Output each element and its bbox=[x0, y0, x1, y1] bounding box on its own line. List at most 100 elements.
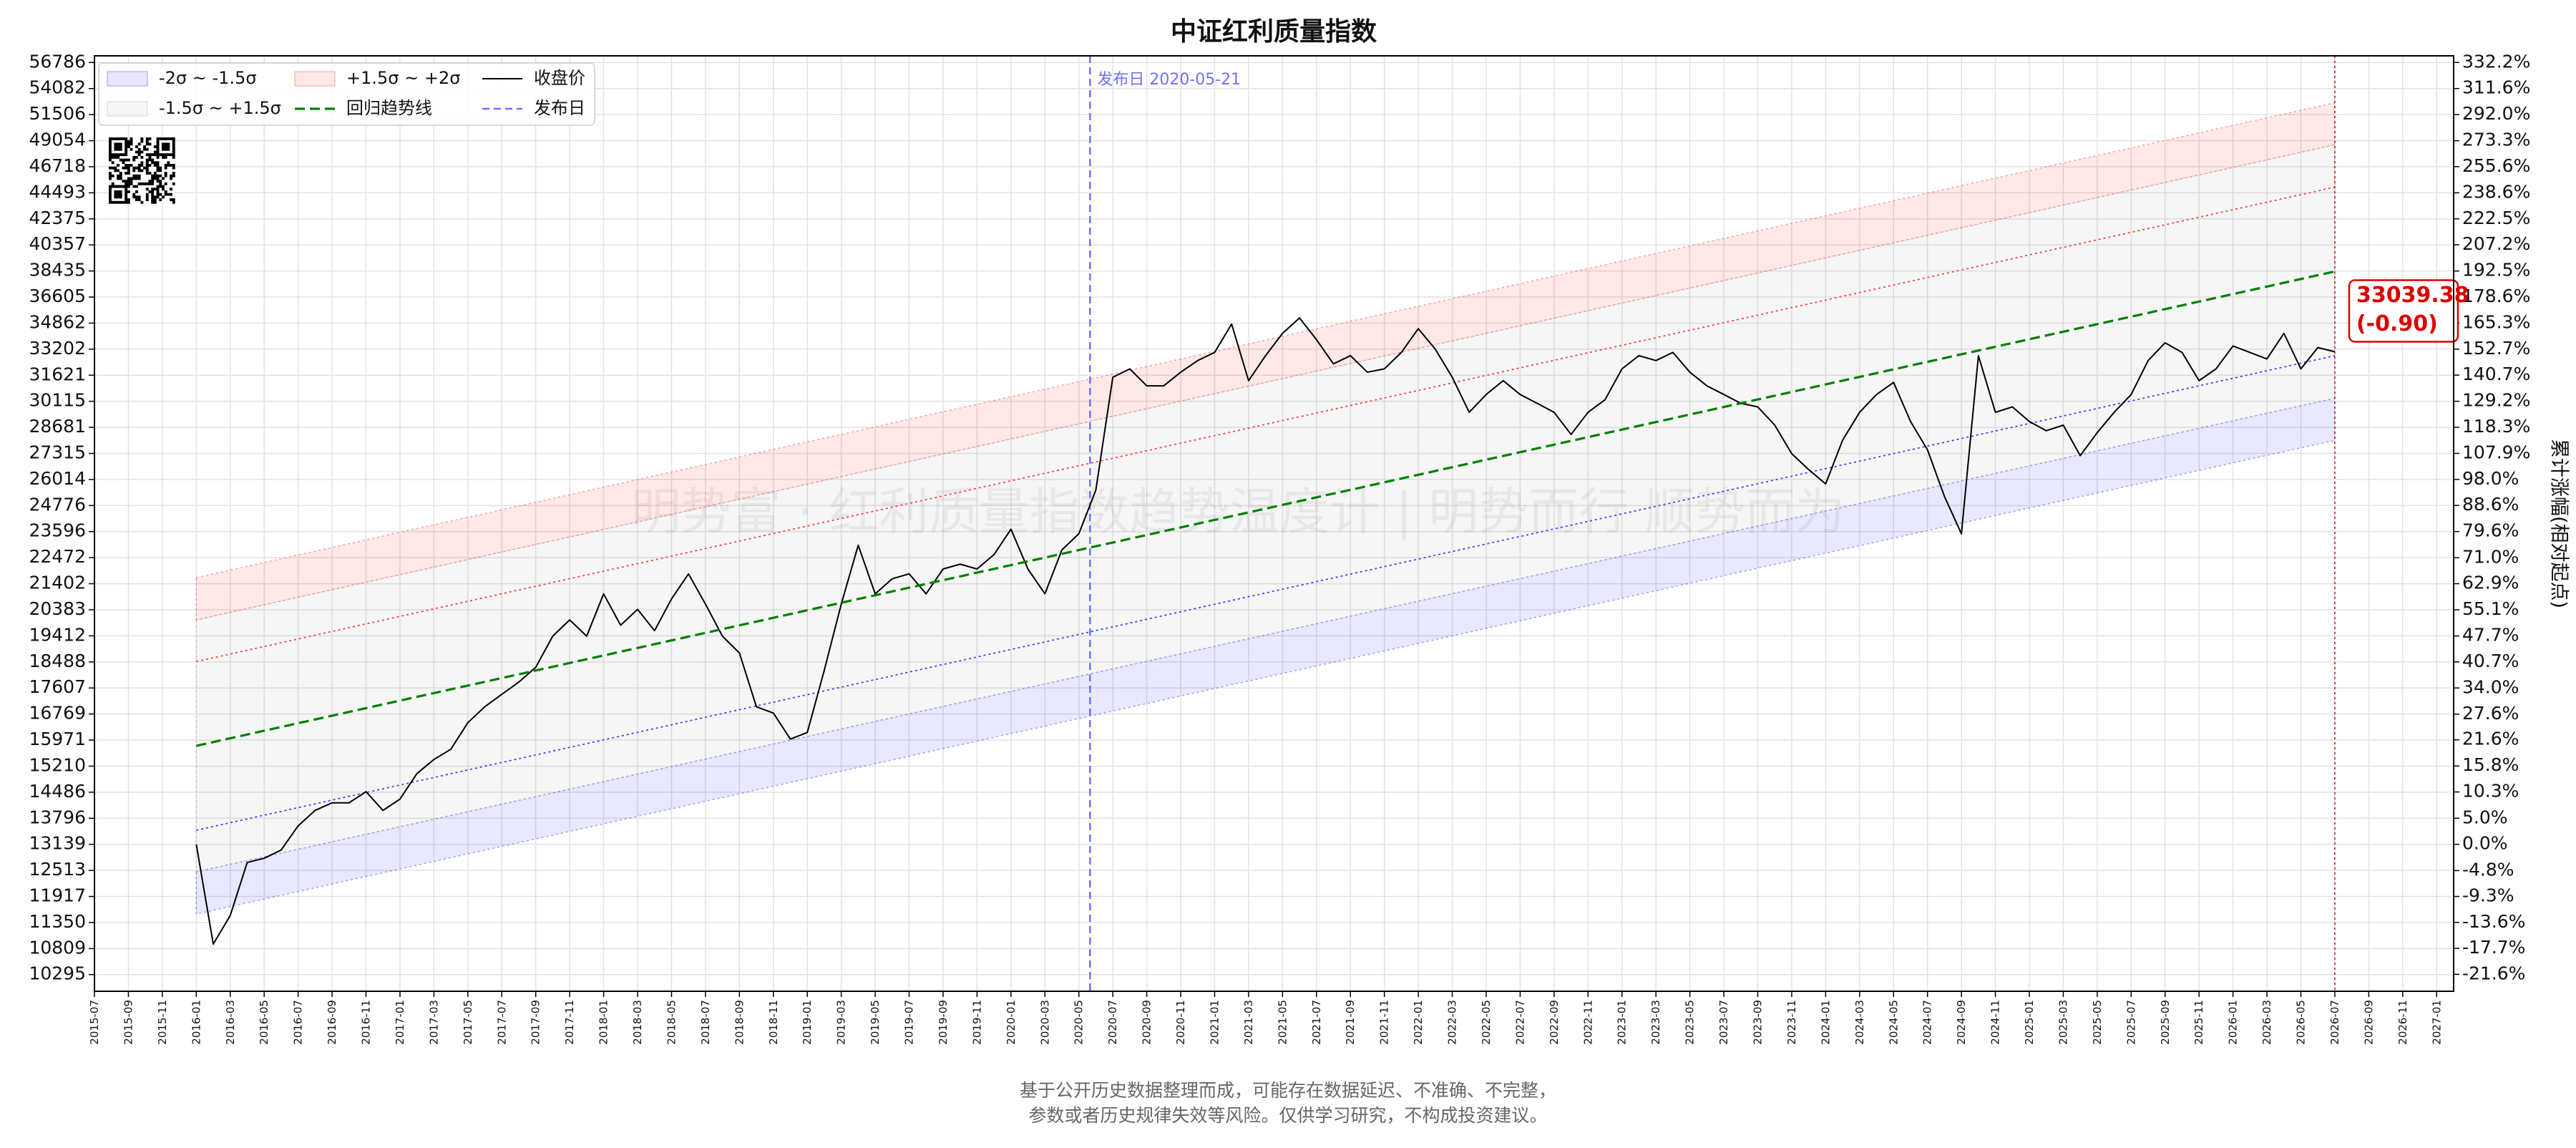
qr-cell bbox=[159, 198, 162, 201]
qr-cell bbox=[167, 153, 170, 157]
qr-cell bbox=[135, 185, 138, 188]
y2-tick-label: -13.6% bbox=[2462, 911, 2525, 932]
qr-cell bbox=[109, 166, 112, 170]
qr-cell bbox=[135, 174, 138, 177]
qr-cell bbox=[145, 158, 149, 162]
footer-line: 参数或者历史规律失效等风险。仅供学习研究，不构成投资建议。 bbox=[1028, 1105, 1547, 1126]
qr-cell bbox=[122, 158, 125, 162]
qr-cell bbox=[172, 145, 175, 148]
qr-cell bbox=[156, 150, 160, 154]
qr-cell bbox=[135, 198, 138, 201]
qr-cell bbox=[159, 180, 162, 183]
qr-cell bbox=[109, 177, 112, 180]
qr-cell bbox=[164, 137, 167, 140]
qr-cell bbox=[114, 169, 117, 172]
x-tick-label: 2018-05 bbox=[665, 1000, 678, 1045]
y2-tick-label: 47.7% bbox=[2462, 625, 2519, 646]
qr-cell bbox=[140, 200, 144, 204]
qr-cell bbox=[162, 145, 165, 148]
qr-cell bbox=[145, 198, 149, 201]
qr-cell bbox=[117, 193, 119, 196]
y2-tick-label: 238.6% bbox=[2462, 181, 2530, 202]
qr-cell bbox=[153, 198, 157, 201]
qr-cell bbox=[164, 182, 167, 185]
qr-cell bbox=[145, 161, 149, 165]
qr-cell bbox=[156, 166, 160, 170]
qr-cell bbox=[119, 145, 122, 148]
x-tick-label: 2025-05 bbox=[2091, 1000, 2104, 1045]
x-tick-label: 2019-01 bbox=[801, 1000, 814, 1045]
qr-cell bbox=[172, 142, 175, 146]
qr-cell bbox=[156, 190, 160, 193]
qr-cell bbox=[156, 174, 160, 177]
qr-cell bbox=[132, 169, 136, 172]
qr-cell bbox=[109, 190, 112, 193]
y2-tick-label: -9.3% bbox=[2462, 885, 2514, 906]
qr-cell bbox=[109, 140, 112, 143]
qr-cell bbox=[125, 142, 128, 146]
qr-cell bbox=[109, 137, 112, 140]
qr-cell bbox=[162, 188, 165, 191]
qr-cell bbox=[159, 185, 162, 188]
qr-cell bbox=[109, 153, 112, 157]
x-tick-label: 2019-05 bbox=[869, 1000, 882, 1045]
qr-cell bbox=[164, 193, 167, 196]
qr-cell bbox=[153, 161, 157, 165]
qr-cell bbox=[119, 174, 122, 177]
qr-cell bbox=[114, 200, 117, 204]
qr-cell bbox=[127, 200, 130, 204]
qr-cell bbox=[114, 185, 117, 188]
qr-cell bbox=[162, 142, 165, 146]
qr-cell bbox=[109, 193, 112, 196]
watermark: 明势富 · 红利质量指数趋势温度计 | 明势而行 顺势而为 bbox=[630, 482, 1845, 541]
x-tick-label: 2017-11 bbox=[563, 1000, 576, 1045]
qr-cell bbox=[137, 174, 141, 177]
y2-tick-label: 15.8% bbox=[2462, 754, 2519, 775]
qr-cell bbox=[170, 174, 172, 177]
qr-cell bbox=[132, 158, 136, 162]
legend-label: 收盘价 bbox=[534, 68, 585, 88]
qr-cell bbox=[109, 185, 112, 188]
y2-tick-label: 21.6% bbox=[2462, 729, 2519, 749]
x-tick-label: 2022-09 bbox=[1548, 1000, 1561, 1045]
y-tick-label: 24776 bbox=[29, 494, 86, 515]
qr-cell bbox=[159, 193, 162, 196]
qr-cell bbox=[145, 137, 149, 140]
x-tick-label: 2018-01 bbox=[597, 1000, 610, 1045]
qr-cell bbox=[109, 195, 112, 199]
y2-tick-label: -17.7% bbox=[2462, 937, 2525, 958]
qr-cell bbox=[114, 145, 117, 148]
qr-cell bbox=[151, 190, 155, 193]
qr-cell bbox=[156, 195, 160, 199]
x-tick-label: 2026-01 bbox=[2227, 1000, 2240, 1045]
sigma-band bbox=[195, 397, 2336, 915]
legend-box bbox=[98, 62, 595, 126]
qr-cell bbox=[153, 145, 157, 148]
x-tick-label: 2016-07 bbox=[292, 1000, 305, 1045]
y-tick-label: 11917 bbox=[29, 885, 86, 906]
x-tick-label: 2018-11 bbox=[767, 1000, 780, 1045]
qr-cell bbox=[167, 164, 170, 167]
qr-cell bbox=[132, 177, 136, 180]
y2-tick-label: 178.6% bbox=[2462, 286, 2530, 306]
qr-cell bbox=[125, 145, 128, 148]
trend-line bbox=[195, 270, 2336, 747]
qr-cell bbox=[117, 147, 119, 151]
x-tick-label: 2024-05 bbox=[1887, 1000, 1900, 1045]
qr-cell bbox=[145, 182, 149, 185]
qr-cell bbox=[119, 137, 122, 140]
qr-cell bbox=[111, 185, 114, 188]
qr-cell bbox=[145, 188, 149, 191]
y2-tick-label: -21.6% bbox=[2462, 963, 2525, 983]
qr-cell bbox=[140, 155, 144, 159]
y-tick-label: 15971 bbox=[29, 729, 86, 749]
sigma-band bbox=[195, 144, 2336, 873]
qr-cell bbox=[140, 137, 144, 140]
qr-cell bbox=[125, 190, 128, 193]
qr-cell bbox=[156, 164, 160, 167]
qr-cell bbox=[127, 180, 130, 183]
y-tick-label: 46718 bbox=[29, 155, 86, 176]
qr-cell bbox=[156, 193, 160, 196]
qr-cell bbox=[162, 185, 165, 188]
qr-cell bbox=[148, 142, 152, 146]
